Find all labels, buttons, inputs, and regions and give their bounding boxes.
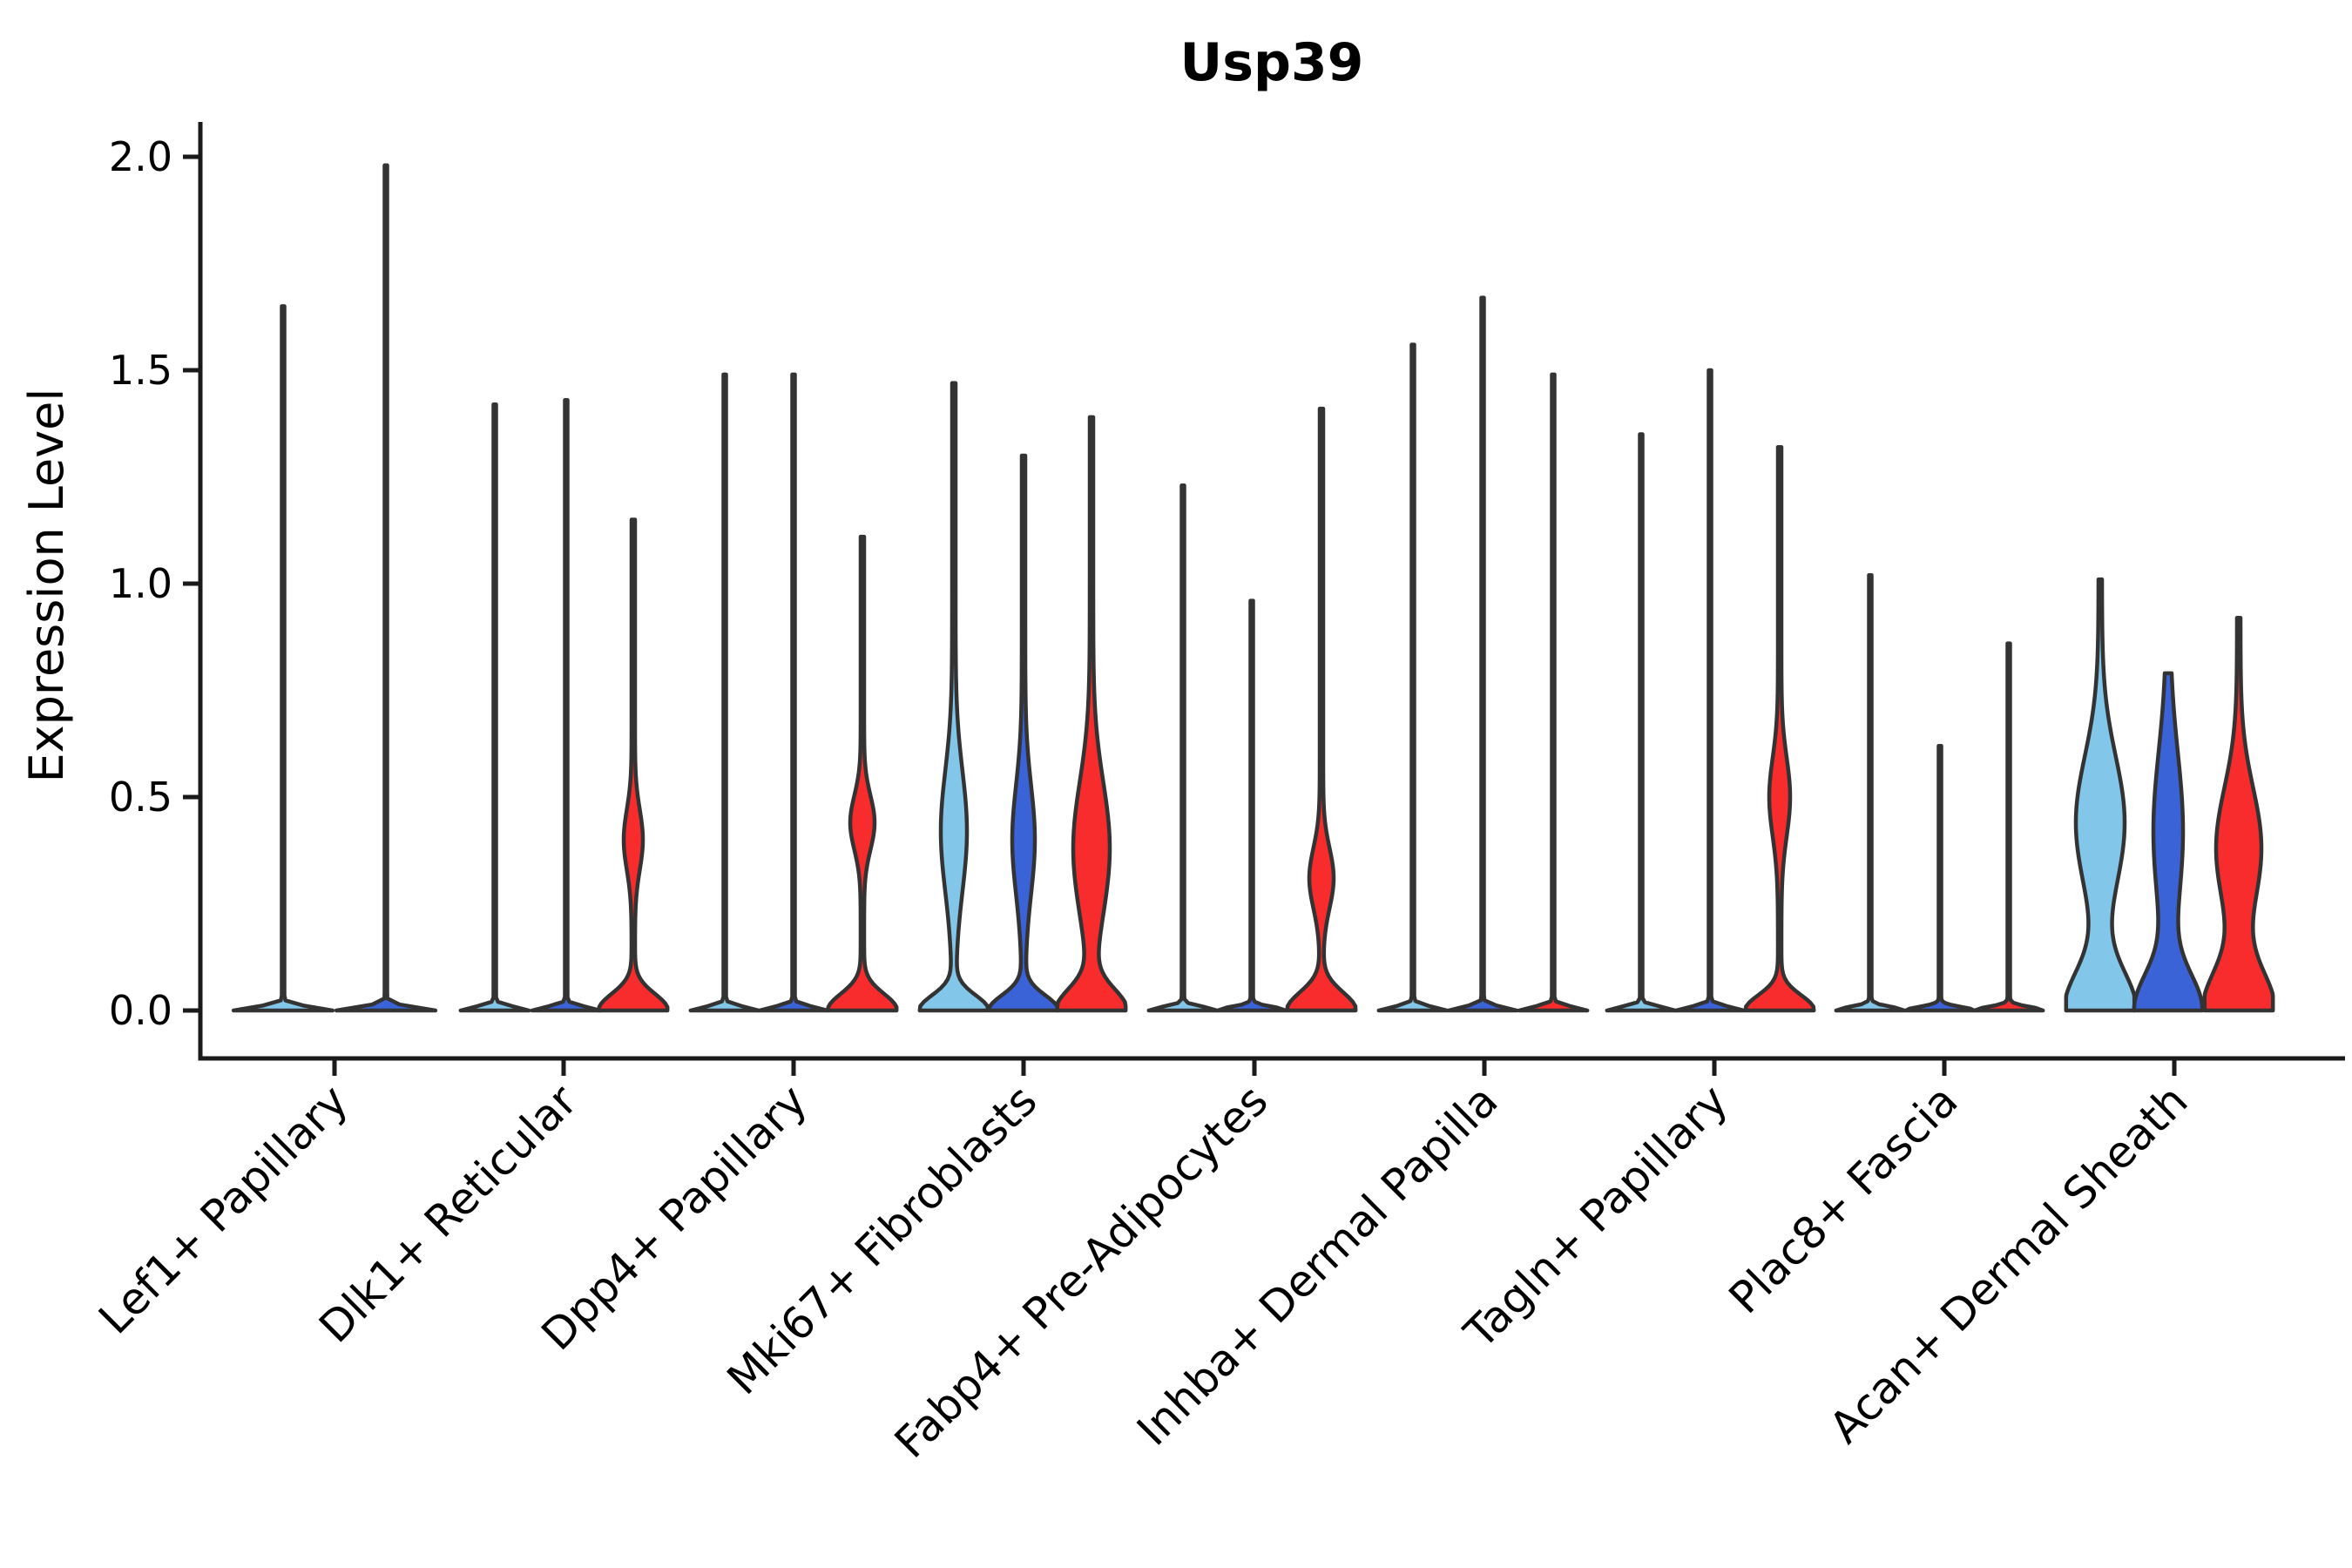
violin-6-0 [1605, 432, 1678, 1013]
violin-8-1 [2132, 671, 2205, 1013]
violin-2-1 [757, 372, 830, 1013]
violin-1-1 [530, 398, 603, 1013]
violin-1-2 [597, 517, 670, 1013]
y-axis-label: Expression Level [19, 389, 74, 783]
y-tick-label: 0.0 [109, 987, 172, 1034]
violin-7-0 [1834, 572, 1907, 1013]
violin-6-2 [1743, 444, 1816, 1013]
violin-0-0 [231, 304, 335, 1013]
violin-7-2 [1972, 641, 2045, 1013]
violin-4-2 [1285, 406, 1358, 1013]
violin-3-1 [987, 453, 1060, 1013]
violin-3-2 [1055, 415, 1128, 1013]
y-tick-label: 2.0 [109, 133, 172, 180]
x-tick-label-4: Fabp4+ Pre-Adipocytes [885, 1075, 1278, 1468]
violin-5-0 [1376, 342, 1450, 1013]
y-tick-label: 0.5 [109, 774, 172, 821]
chart-title: Usp39 [1180, 32, 1364, 93]
violin-8-2 [2202, 615, 2275, 1013]
violin-3-0 [917, 381, 990, 1013]
violin-4-1 [1215, 598, 1288, 1013]
x-tick-label-7: Plac8+ Fascia [1720, 1075, 1968, 1323]
y-tick-label: 1.0 [109, 560, 172, 607]
violin-7-1 [1903, 743, 1977, 1013]
x-tick-label-0: Lef1+ Papillary [89, 1075, 357, 1343]
violin-5-2 [1517, 372, 1590, 1013]
violins-layer [231, 163, 2275, 1013]
violin-0-1 [334, 163, 438, 1013]
violin-4-0 [1146, 483, 1220, 1013]
y-tick-label: 1.5 [109, 347, 172, 394]
violin-2-2 [826, 534, 899, 1013]
violin-1-0 [458, 402, 531, 1013]
violin-6-1 [1673, 368, 1747, 1013]
violin-5-1 [1446, 295, 1519, 1013]
violin-2-0 [688, 372, 761, 1013]
violin-8-0 [2064, 577, 2137, 1013]
